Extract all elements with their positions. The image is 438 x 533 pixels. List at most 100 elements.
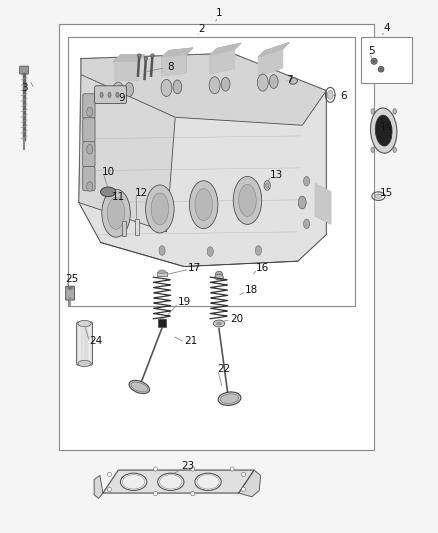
- Bar: [122, 221, 126, 236]
- Text: 21: 21: [184, 336, 197, 346]
- Ellipse shape: [304, 219, 310, 229]
- Polygon shape: [114, 61, 138, 80]
- Ellipse shape: [265, 183, 269, 188]
- Text: 22: 22: [217, 364, 230, 374]
- Ellipse shape: [290, 78, 297, 84]
- Ellipse shape: [195, 189, 212, 221]
- Ellipse shape: [257, 74, 268, 91]
- Ellipse shape: [328, 90, 333, 100]
- Ellipse shape: [125, 83, 134, 96]
- Bar: [68, 37, 355, 306]
- Ellipse shape: [393, 109, 396, 114]
- Ellipse shape: [197, 474, 219, 489]
- Text: 1: 1: [215, 9, 223, 18]
- Bar: [157, 272, 167, 276]
- Polygon shape: [94, 475, 103, 498]
- Ellipse shape: [375, 115, 392, 146]
- Text: 7: 7: [286, 75, 293, 85]
- Polygon shape: [210, 43, 241, 55]
- Text: 10: 10: [102, 167, 115, 176]
- Polygon shape: [81, 53, 326, 125]
- Polygon shape: [103, 470, 254, 493]
- Text: 2: 2: [198, 25, 205, 34]
- Ellipse shape: [68, 286, 72, 289]
- Ellipse shape: [207, 247, 213, 256]
- Ellipse shape: [151, 54, 154, 57]
- Polygon shape: [162, 48, 193, 57]
- Ellipse shape: [242, 472, 245, 477]
- FancyBboxPatch shape: [66, 286, 74, 300]
- Ellipse shape: [129, 381, 149, 393]
- Ellipse shape: [298, 196, 306, 209]
- Text: 24: 24: [89, 336, 102, 346]
- Polygon shape: [79, 53, 326, 266]
- Bar: [158, 319, 166, 327]
- Ellipse shape: [100, 92, 103, 98]
- Text: 23: 23: [182, 462, 195, 471]
- Ellipse shape: [153, 467, 158, 471]
- Ellipse shape: [100, 187, 116, 197]
- Ellipse shape: [255, 246, 261, 255]
- Ellipse shape: [379, 68, 383, 71]
- Ellipse shape: [189, 181, 218, 229]
- Polygon shape: [239, 470, 261, 497]
- Bar: [361, 37, 412, 83]
- Text: 6: 6: [340, 91, 347, 101]
- Ellipse shape: [195, 473, 221, 490]
- Ellipse shape: [131, 382, 148, 392]
- Ellipse shape: [304, 176, 310, 186]
- Ellipse shape: [161, 79, 172, 96]
- Text: 4: 4: [383, 23, 390, 33]
- Ellipse shape: [220, 394, 239, 403]
- Ellipse shape: [113, 82, 124, 99]
- Polygon shape: [258, 49, 283, 76]
- Ellipse shape: [233, 176, 261, 224]
- Bar: [135, 219, 139, 235]
- FancyBboxPatch shape: [20, 66, 28, 74]
- Text: 9: 9: [118, 93, 125, 103]
- Text: 5: 5: [368, 46, 375, 55]
- Polygon shape: [114, 55, 145, 61]
- Ellipse shape: [371, 147, 374, 152]
- Ellipse shape: [120, 473, 147, 490]
- Text: 3: 3: [21, 83, 28, 93]
- Text: 20: 20: [230, 314, 243, 324]
- Text: 14: 14: [380, 122, 393, 132]
- Ellipse shape: [221, 77, 230, 91]
- Ellipse shape: [158, 473, 184, 490]
- Text: 11: 11: [112, 192, 125, 202]
- Ellipse shape: [108, 92, 111, 98]
- FancyBboxPatch shape: [83, 94, 95, 119]
- Ellipse shape: [371, 58, 377, 64]
- Ellipse shape: [153, 491, 158, 496]
- FancyBboxPatch shape: [83, 142, 95, 167]
- Ellipse shape: [371, 109, 374, 114]
- Ellipse shape: [215, 271, 223, 277]
- Polygon shape: [210, 50, 234, 74]
- Polygon shape: [162, 54, 186, 76]
- Polygon shape: [258, 43, 289, 57]
- Ellipse shape: [138, 54, 141, 57]
- Ellipse shape: [107, 487, 111, 491]
- FancyBboxPatch shape: [77, 322, 92, 365]
- Ellipse shape: [269, 75, 278, 88]
- Ellipse shape: [123, 474, 145, 489]
- Ellipse shape: [151, 193, 169, 225]
- Ellipse shape: [87, 182, 93, 191]
- Ellipse shape: [218, 392, 241, 406]
- Polygon shape: [315, 184, 331, 224]
- Text: 18: 18: [245, 286, 258, 295]
- Bar: [59, 24, 374, 450]
- Ellipse shape: [87, 144, 93, 154]
- FancyBboxPatch shape: [95, 86, 127, 103]
- Ellipse shape: [191, 467, 195, 471]
- Text: 12: 12: [135, 188, 148, 198]
- Ellipse shape: [239, 184, 256, 216]
- Text: 8: 8: [167, 62, 174, 71]
- FancyBboxPatch shape: [83, 166, 95, 191]
- Text: 13: 13: [269, 170, 283, 180]
- Ellipse shape: [213, 320, 225, 327]
- Ellipse shape: [378, 67, 384, 72]
- Ellipse shape: [158, 318, 166, 322]
- Ellipse shape: [107, 197, 125, 229]
